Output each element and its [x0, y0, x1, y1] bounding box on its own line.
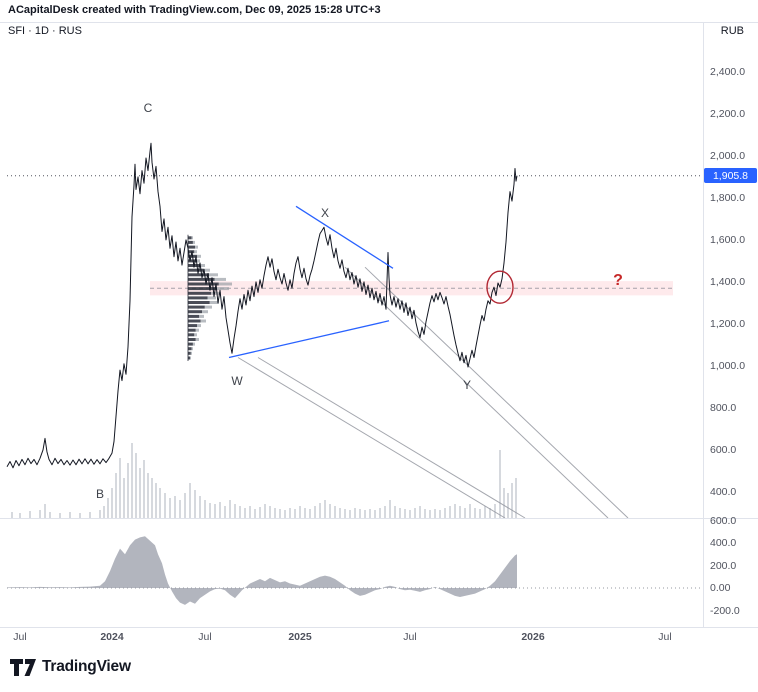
- indicator-area: [7, 536, 517, 605]
- time-tick-label: Jul: [658, 631, 672, 643]
- axis-tick-label: 600.0: [710, 443, 737, 456]
- axis-tick-label: 0.00: [710, 582, 731, 594]
- price-line: [6, 142, 518, 469]
- axis-tick-label: 2,400.0: [710, 65, 746, 78]
- wave-label-w: W: [231, 373, 243, 388]
- wave-label-b: B: [95, 487, 105, 502]
- tradingview-logo-text: TradingView: [42, 658, 131, 675]
- axis-tick-label: 400.0: [710, 486, 737, 498]
- axis-tick-label: 2,200.0: [710, 107, 746, 120]
- volume-bars: [11, 443, 517, 518]
- blue-trend-lines: [228, 205, 394, 359]
- tradingview-logo-icon: [10, 658, 36, 676]
- time-tick-label: Jul: [403, 631, 417, 643]
- tradingview-logo[interactable]: TradingView: [10, 658, 131, 676]
- symbol-title[interactable]: SFI · 1D · RUS: [8, 25, 82, 37]
- axis-tick-label: 600.0: [710, 514, 737, 527]
- attribution-text: ACapitalDesk created with TradingView.co…: [8, 4, 381, 16]
- axis-tick-label: 400.0: [710, 537, 737, 549]
- axis-tick-label: 1,600.0: [710, 233, 746, 246]
- wave-label-c: C: [143, 100, 153, 115]
- axis-tick-label: 1,000.0: [710, 359, 746, 372]
- highlight-circle: [486, 270, 514, 304]
- time-tick-label: 2026: [521, 631, 545, 643]
- gray-channel-lines: [237, 266, 629, 519]
- axis-tick-label: 200.0: [710, 559, 737, 572]
- question-mark-annotation: ?: [613, 271, 623, 289]
- pane-separators: [0, 22, 758, 628]
- time-tick-label: 2024: [100, 631, 124, 643]
- axis-tick-label: 1,200.0: [710, 317, 746, 330]
- currency-label: RUB: [720, 25, 744, 37]
- axis-tick-label: 1,800.0: [710, 191, 746, 204]
- time-tick-label: Jul: [198, 631, 212, 643]
- axis-tick-label: 800.0: [710, 401, 737, 414]
- wave-label-x: X: [320, 205, 330, 220]
- wave-label-y: Y: [462, 377, 472, 392]
- axis-tick-label: 1,400.0: [710, 275, 746, 288]
- time-tick-label: 2025: [288, 631, 312, 643]
- time-tick-label: Jul: [13, 631, 27, 643]
- axis-tick-label: -200.0: [710, 604, 740, 617]
- current-price-badge: 1,905.8: [704, 168, 757, 184]
- axis-tick-label: 2,000.0: [710, 149, 746, 162]
